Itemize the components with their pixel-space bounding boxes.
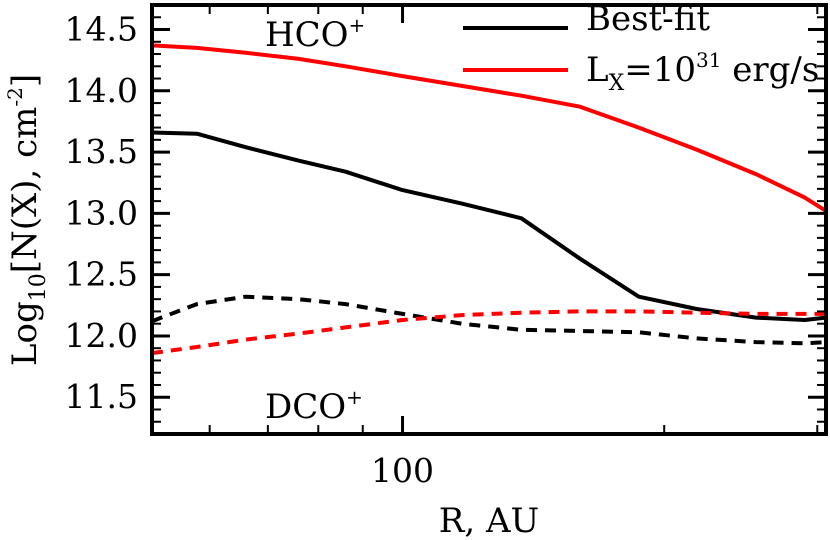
y-title-main: [N(X), cm xyxy=(5,107,45,274)
annotation-hco-sup: + xyxy=(349,13,366,37)
legend-lx-mid: =10 xyxy=(624,50,696,90)
series-line-hco-best-fit xyxy=(151,130,827,322)
y-tick-label: 12.0 xyxy=(65,316,138,355)
y-tick-label: 13.0 xyxy=(65,193,138,232)
annotation-hco: HCO+ xyxy=(265,13,365,55)
legend-lx-sub: X xyxy=(609,71,625,96)
y-tick-label: 12.5 xyxy=(65,255,138,294)
series-line-hco-lx xyxy=(151,43,828,213)
legend-lx-base: L xyxy=(586,50,609,90)
y-title-sup: -2 xyxy=(3,87,27,106)
annotation-dco-base: DCO xyxy=(265,387,346,427)
y-tick-label: 14.5 xyxy=(65,10,138,49)
series-line-dco-lx xyxy=(151,309,826,356)
x-tick-label: 100 xyxy=(371,451,434,490)
y-title-base: Log xyxy=(5,301,45,366)
annotation-hco-base: HCO xyxy=(265,15,349,55)
x-axis-title: R, AU xyxy=(439,501,539,540)
series-layer xyxy=(151,43,828,356)
series-line-dco-best-fit xyxy=(151,294,827,346)
legend-label-best-fit: Best-fit xyxy=(586,0,710,39)
tick-layer: 11.5 12.0 12.5 13.0 13.5 14.0 14.5 100 xyxy=(65,4,826,490)
y-tick-label: 14.0 xyxy=(65,71,138,110)
plot-frame xyxy=(150,3,828,436)
legend-lx-end: erg/s xyxy=(721,50,819,90)
legend-label-lx: LX=1031 erg/s xyxy=(586,48,819,96)
y-tick-label: 13.5 xyxy=(65,132,138,171)
annotation-dco-sup: + xyxy=(346,385,363,409)
y-axis-title: Log10[N(X), cm-2] xyxy=(3,74,51,366)
y-title-end: ] xyxy=(5,74,45,87)
legend: Best-fit LX=1031 erg/s xyxy=(463,0,819,96)
legend-lx-sup: 31 xyxy=(696,48,721,72)
plot-border xyxy=(150,3,828,436)
y-title-sub: 10 xyxy=(26,273,51,301)
y-tick-label: 11.5 xyxy=(65,377,138,416)
annotation-dco: DCO+ xyxy=(265,385,363,427)
